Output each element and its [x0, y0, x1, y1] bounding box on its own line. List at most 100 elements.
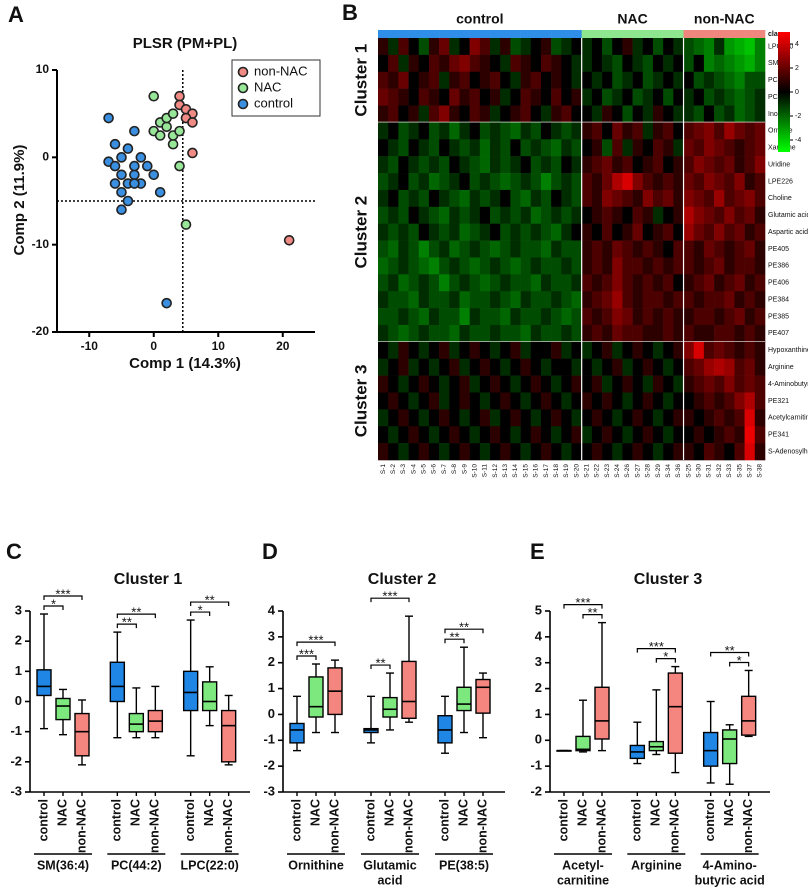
x-tick-label: control — [556, 799, 570, 841]
heatmap-cell — [439, 156, 450, 174]
heatmap-cell — [398, 308, 409, 326]
heatmap-cell — [744, 105, 756, 123]
heatmap-cell — [632, 156, 644, 174]
heatmap-cell — [724, 139, 735, 157]
point — [116, 204, 127, 216]
y-tick-label: -2 — [10, 753, 22, 768]
class-bar-cell — [754, 30, 766, 38]
heatmap-cell — [469, 38, 481, 56]
row-label: PE386 — [768, 263, 789, 270]
heatmap-cell — [724, 189, 735, 208]
heatmap-cell — [551, 223, 562, 241]
heatmap-cell — [398, 189, 409, 208]
heatmap-cell — [540, 206, 552, 224]
heatmap-cell — [408, 358, 420, 376]
heatmap-cell — [683, 358, 695, 376]
heatmap-cell — [510, 358, 521, 376]
heatmap-cell — [398, 240, 409, 258]
heatmap-cell — [744, 88, 756, 106]
heatmap-cell — [439, 223, 450, 241]
heatmap-cell — [693, 341, 705, 360]
heatmap-cell — [418, 122, 430, 140]
heatmap-cell — [632, 308, 644, 326]
heatmap-cell — [428, 240, 440, 258]
class-bar-cell — [571, 30, 582, 38]
heatmap-cell — [744, 257, 756, 275]
heatmap-cell — [398, 274, 409, 292]
heatmap-cell — [490, 443, 501, 461]
heatmap-cell — [632, 71, 644, 89]
heatmap-cell — [500, 426, 511, 444]
heatmap-cell — [428, 38, 440, 56]
heatmap-cell — [602, 358, 613, 376]
heatmap-cell — [449, 71, 460, 89]
heatmap-cell — [632, 392, 644, 410]
heatmap-cell — [642, 392, 654, 410]
heatmap-cell — [591, 71, 603, 89]
heatmap-cell — [602, 375, 613, 393]
heatmap-cell — [602, 156, 613, 174]
significance-label: *** — [382, 589, 397, 604]
heatmap-cell — [612, 426, 623, 444]
box — [456, 686, 472, 712]
heatmap-cell — [683, 240, 695, 258]
heatmap-cell — [469, 105, 481, 123]
heatmap-cell — [642, 189, 654, 208]
heatmap-cell — [469, 189, 481, 208]
heatmap-cell — [693, 206, 705, 224]
heatmap-cell — [561, 409, 572, 427]
column-label: S-16 — [533, 464, 540, 478]
heatmap-cell — [418, 375, 430, 393]
y-tick-label: 4 — [535, 628, 543, 643]
heatmap-cell — [581, 206, 593, 224]
heatmap-cell — [622, 324, 633, 343]
heatmap-cell — [612, 105, 623, 123]
heatmap-cell — [622, 105, 633, 123]
heatmap-cell — [479, 223, 491, 241]
heatmap-cell — [530, 257, 542, 275]
heatmap-cell — [744, 358, 756, 376]
heatmap-cell — [459, 71, 470, 89]
heatmap-cell — [703, 358, 715, 376]
point — [161, 297, 172, 309]
class-bar-cell — [683, 30, 695, 38]
heatmap-cell — [388, 240, 399, 258]
y-tick-label: 1 — [268, 680, 275, 695]
heatmap-cell — [632, 409, 644, 427]
y-tick-label: -1 — [10, 723, 22, 738]
heatmap-cell — [418, 189, 430, 208]
significance-label: ** — [459, 620, 469, 635]
heatmap-cell — [428, 426, 440, 444]
row-label: Glutamic acid — [768, 212, 808, 219]
heatmap-cell — [744, 173, 756, 191]
box — [575, 735, 591, 752]
heatmap-cell — [490, 358, 501, 376]
heatmap-cell — [469, 156, 481, 174]
heatmap-cell — [734, 240, 745, 258]
heatmap-cell — [378, 426, 389, 444]
heatmap-cell — [469, 206, 481, 224]
heatmap-cell — [571, 88, 582, 106]
heatmap-cell — [408, 240, 420, 258]
heatmap-cell — [602, 274, 613, 292]
heatmap-cell — [551, 139, 562, 157]
heatmap-cell — [500, 274, 511, 292]
heatmap-cell — [673, 105, 684, 123]
class-bar-cell — [428, 30, 440, 38]
heatmap-cell — [388, 189, 399, 208]
heatmap-cell — [571, 426, 582, 444]
y-tick-label: 2 — [535, 680, 542, 695]
heatmap-cell — [530, 189, 542, 208]
heatmap-cell — [510, 426, 521, 444]
heatmap-cell — [500, 38, 511, 56]
heatmap-cell — [754, 443, 766, 461]
heatmap-cell — [551, 358, 562, 376]
heatmap-cell — [408, 392, 420, 410]
significance-label: *** — [299, 646, 314, 661]
heatmap-cell — [571, 240, 582, 258]
heatmap-cell — [724, 54, 735, 73]
heatmap-cell — [510, 274, 521, 292]
heatmap-cell — [642, 358, 654, 376]
heatmap-cell — [734, 206, 745, 224]
heatmap-cell — [469, 223, 481, 241]
